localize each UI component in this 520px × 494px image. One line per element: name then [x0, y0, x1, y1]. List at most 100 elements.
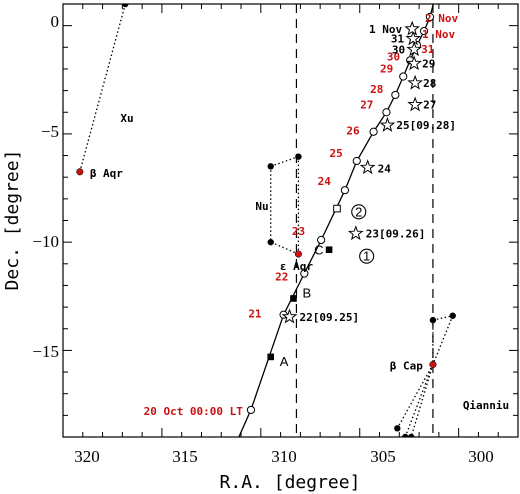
asterism-star: [267, 163, 274, 170]
path-date-label: 24: [318, 175, 332, 188]
x-tick-label-3: 305: [370, 447, 396, 466]
plot-frame: [62, 3, 519, 438]
path-point: [425, 12, 435, 22]
named-star: [76, 168, 84, 176]
path-date-label: 26: [346, 125, 360, 138]
path-date-label: 31: [421, 43, 435, 56]
asterism-star: [122, 4, 129, 8]
star-marker: [379, 116, 396, 132]
star-date-label: 22[09.25]: [300, 311, 360, 324]
square-label: A: [280, 354, 289, 369]
x-tick-label-4: 300: [468, 447, 494, 466]
asterism-star: [407, 433, 415, 437]
path-date-label: 23: [292, 225, 305, 238]
group-label-qianniu: Qianniu: [463, 399, 509, 412]
named-star-label: β Aqr: [90, 167, 123, 180]
star-date-label: 27: [423, 99, 436, 112]
star-date-label: 24: [378, 162, 392, 175]
nu-line: [270, 241, 299, 255]
circled-number: 2: [355, 204, 362, 219]
qianniu-line: [410, 364, 434, 437]
square-marker: [290, 295, 297, 302]
asterism-star: [429, 316, 437, 324]
path-date-label: 1 Nov: [422, 28, 455, 41]
path-point: [352, 156, 361, 166]
path-point: [419, 26, 429, 36]
asterism-star: [402, 433, 409, 437]
square-label: C: [314, 243, 323, 258]
square-marker: [267, 353, 275, 361]
path-date-label: 25: [330, 147, 343, 160]
x-tick-label-1: 315: [172, 447, 198, 466]
circled-number-ring: [351, 204, 367, 220]
path-date-label: 2 Nov: [425, 12, 458, 25]
x-tick-label-0: 320: [74, 447, 100, 466]
path-date-label: 20 Oct 00:00 LT: [144, 405, 244, 418]
asterism-star: [394, 425, 401, 432]
xu-line: [79, 4, 126, 172]
y-tick-label-1: −5: [41, 122, 59, 141]
axis-ticks: [62, 3, 519, 438]
path-point: [340, 186, 350, 195]
star-date-label: 1 Nov: [369, 23, 402, 36]
qianniu-line: [404, 364, 434, 437]
qianniu-line: [396, 364, 434, 429]
square-marker: [325, 246, 333, 254]
path-point: [382, 108, 391, 117]
data-markers: [76, 4, 456, 437]
path-date-label: 29: [380, 63, 393, 76]
asterism-star: [295, 153, 302, 160]
star-date-label: 28: [423, 77, 436, 90]
path-point: [391, 90, 400, 100]
y-tick-label-0: 0: [51, 12, 60, 31]
path-date-label: 28: [370, 83, 383, 96]
star-marker: [406, 55, 423, 71]
path-date-label: 27: [360, 98, 373, 111]
trajectory: [238, 4, 434, 437]
named-star: [294, 250, 302, 258]
star-date-label: 23[09.26]: [366, 227, 426, 240]
named-star-label: ε Aqr: [280, 260, 313, 273]
x-tick-label-2: 310: [271, 447, 297, 466]
qianniu-line: [432, 315, 453, 321]
asterism-star: [267, 238, 274, 246]
nu-line: [270, 156, 299, 167]
path-date-label: 30: [387, 50, 400, 63]
named-star: [429, 360, 437, 369]
path-date-label: 22: [275, 271, 288, 284]
named-star-label: β Cap: [390, 359, 423, 372]
square-label: B: [302, 285, 311, 300]
star-marker: [359, 159, 376, 175]
y-tick-label-3: −15: [32, 342, 59, 361]
star-date-label: 31: [391, 33, 405, 46]
path-point: [246, 405, 256, 415]
star-marker: [406, 41, 423, 57]
path-point: [369, 127, 378, 136]
star-marker: [404, 20, 420, 36]
star-marker: [347, 225, 364, 241]
y-axis-title: Dec. [degree]: [2, 150, 23, 291]
star-marker: [407, 96, 424, 112]
trajectory-line: [238, 4, 434, 437]
path-date-label: 21: [248, 308, 262, 321]
y-tick-label-2: −10: [32, 232, 59, 251]
star-marker: [281, 308, 298, 324]
star-date-label: 29: [422, 58, 435, 71]
path-point: [300, 269, 309, 278]
asterism-groups: [79, 4, 454, 437]
path-point: [317, 235, 326, 245]
asterism-star: [449, 312, 456, 319]
qianniu-line: [432, 315, 454, 365]
star-date-label: 30: [392, 43, 405, 56]
circled-number: 1: [363, 249, 370, 264]
star-date-label: 25[09.28]: [396, 119, 456, 132]
group-label-nu: Nu: [255, 200, 268, 213]
x-axis-title: R.A. [degree]: [220, 472, 361, 493]
path-point: [399, 72, 408, 81]
open-square-marker: [333, 204, 341, 213]
star-marker: [407, 74, 424, 90]
group-label-xu: Xu: [120, 112, 133, 125]
star-marker: [405, 30, 422, 46]
